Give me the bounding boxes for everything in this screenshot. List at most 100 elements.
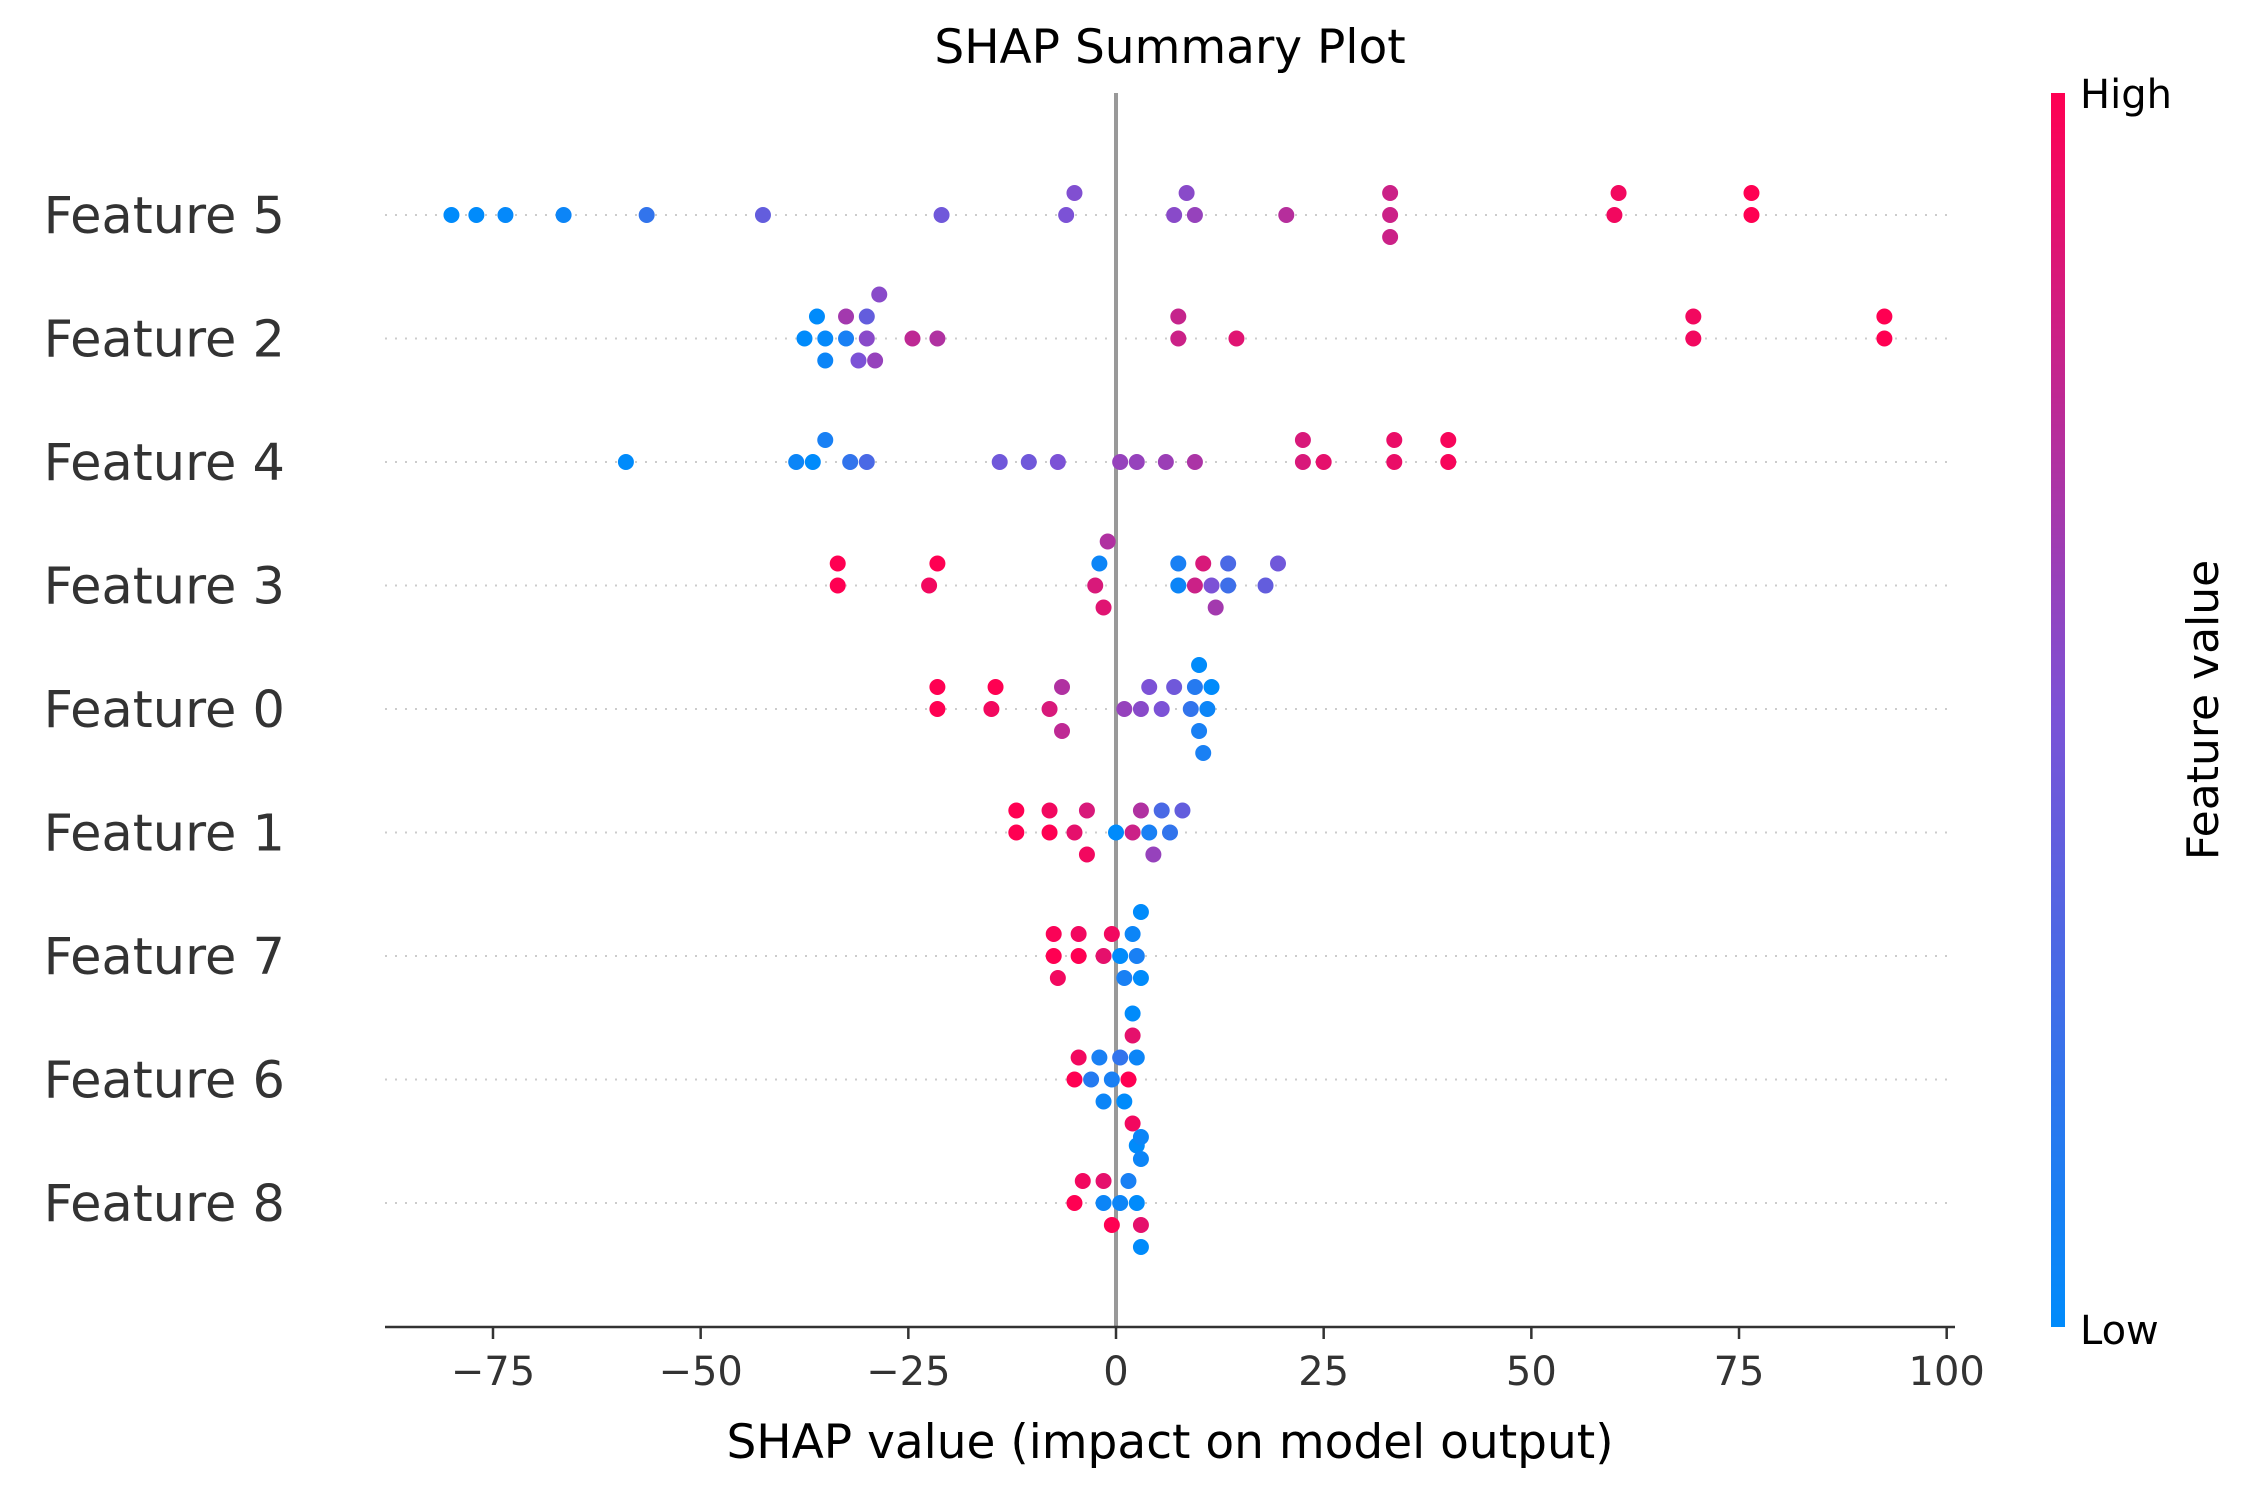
shap-point	[1054, 679, 1071, 695]
shap-point	[1128, 454, 1145, 470]
shap-point	[1128, 948, 1145, 964]
shap-points	[443, 185, 1893, 1255]
x-tick-label: −25	[866, 1349, 950, 1395]
shap-point	[1045, 926, 1062, 942]
shap-point	[1124, 1115, 1141, 1132]
shap-point	[1257, 577, 1274, 594]
shap-point	[1186, 679, 1203, 695]
shap-point	[804, 454, 821, 470]
shap-point	[1020, 454, 1037, 470]
shap-point	[1066, 1071, 1083, 1088]
shap-point	[858, 454, 875, 470]
feature-label: Feature 6	[44, 1052, 285, 1111]
colorbar-high-label: High	[2080, 72, 2172, 118]
shap-point	[929, 555, 946, 572]
shap-point	[1743, 207, 1760, 223]
shap-point	[1103, 1071, 1120, 1088]
shap-point	[1186, 207, 1203, 223]
shap-point	[921, 577, 938, 594]
shap-point	[754, 207, 771, 223]
shap-point	[1095, 948, 1112, 964]
shap-point	[1066, 1195, 1083, 1211]
shap-point	[617, 454, 634, 470]
shap-point	[1120, 1071, 1137, 1088]
shap-point	[1116, 1093, 1133, 1110]
shap-point	[1186, 454, 1203, 470]
shap-point	[1049, 970, 1066, 986]
shap-point	[468, 207, 485, 223]
shap-point	[1095, 599, 1112, 616]
shap-point	[788, 454, 805, 470]
shap-point	[858, 330, 875, 347]
colorbar	[2051, 93, 2065, 1327]
shap-point	[1174, 802, 1191, 819]
shap-point	[1132, 1151, 1149, 1167]
shap-point	[1074, 1173, 1091, 1189]
shap-point	[1070, 926, 1087, 942]
shap-point	[1008, 824, 1025, 841]
shap-point	[1876, 308, 1893, 325]
shap-point	[1132, 1217, 1149, 1233]
shap-point	[1203, 679, 1220, 695]
shap-point	[1124, 824, 1141, 841]
colorbar-low-label: Low	[2080, 1308, 2159, 1354]
shap-point	[1170, 577, 1187, 594]
shap-point	[817, 330, 834, 347]
x-tick-label: 75	[1714, 1349, 1765, 1395]
shap-point	[1091, 1049, 1108, 1066]
shap-point	[1382, 185, 1399, 201]
shap-point	[817, 352, 834, 369]
shap-point	[1178, 185, 1195, 201]
shap-point	[1070, 1049, 1087, 1066]
shap-point	[1182, 701, 1199, 717]
shap-point	[1054, 723, 1071, 739]
shap-point	[1269, 555, 1286, 572]
shap-point	[1112, 454, 1129, 470]
shap-point	[1157, 454, 1174, 470]
shap-point	[1382, 229, 1399, 245]
shap-point	[1108, 824, 1125, 841]
feature-label: Feature 0	[44, 681, 285, 740]
shap-point	[1116, 970, 1133, 986]
shap-point	[1049, 454, 1066, 470]
shap-point	[1095, 1093, 1112, 1110]
shap-point	[1199, 701, 1216, 717]
x-tick-label: 50	[1506, 1349, 1557, 1395]
shap-point	[1103, 1217, 1120, 1233]
shap-point	[1207, 599, 1224, 616]
shap-point	[1141, 824, 1158, 841]
shap-point	[1116, 701, 1133, 717]
shap-point	[838, 308, 855, 325]
shap-point	[1132, 904, 1149, 920]
shap-point	[1066, 185, 1083, 201]
shap-point	[1382, 207, 1399, 223]
shap-point	[1386, 432, 1403, 448]
shap-point	[1166, 679, 1183, 695]
shap-point	[1087, 577, 1104, 594]
shap-point	[1141, 679, 1158, 695]
shap-point	[1294, 432, 1311, 448]
shap-point	[991, 454, 1008, 470]
shap-point	[1078, 802, 1095, 819]
shap-point	[497, 207, 514, 223]
shap-point	[1610, 185, 1627, 201]
shap-point	[1170, 330, 1187, 347]
shap-point	[1041, 802, 1058, 819]
shap-point	[1132, 1239, 1149, 1255]
shap-point	[1083, 1071, 1100, 1088]
shap-point	[1103, 926, 1120, 942]
shap-point	[1743, 185, 1760, 201]
shap-point	[1132, 970, 1149, 986]
shap-point	[1128, 1195, 1145, 1211]
feature-label: Feature 7	[44, 928, 285, 987]
shap-point	[1876, 330, 1893, 347]
shap-point	[904, 330, 921, 347]
shap-point	[850, 352, 867, 369]
shap-point	[555, 207, 572, 223]
x-tick-label: −75	[451, 1349, 535, 1395]
shap-point	[1186, 577, 1203, 594]
shap-point	[1041, 701, 1058, 717]
shap-point	[1315, 454, 1332, 470]
feature-label: Feature 8	[44, 1175, 285, 1234]
